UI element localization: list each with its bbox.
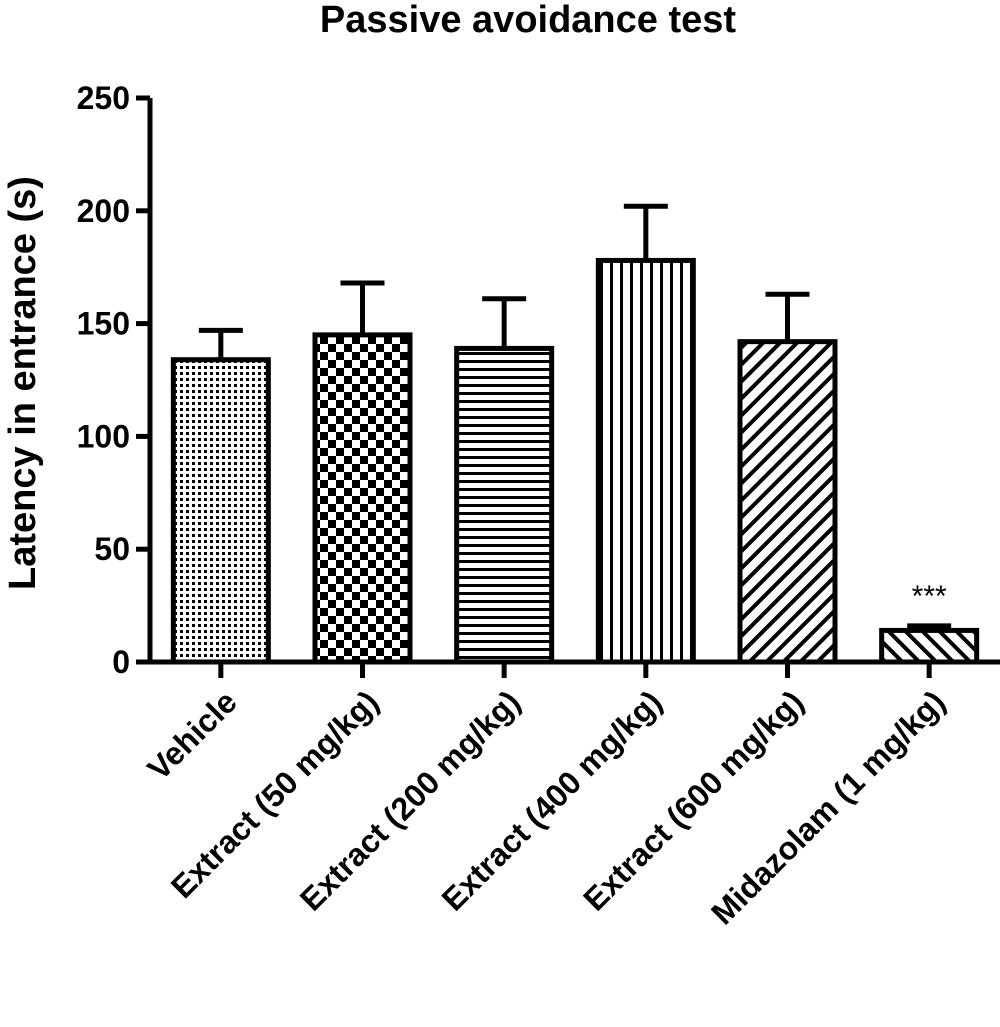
bar	[454, 345, 555, 665]
x-tick-label: Vehicle	[140, 683, 243, 786]
y-axis: 0 50 100 150 200 250	[77, 80, 153, 680]
significance-annotation: ***	[912, 580, 947, 613]
bar	[879, 627, 980, 665]
y-tick-label: 200	[77, 193, 130, 229]
y-tick-label: 250	[77, 80, 130, 116]
y-tick-label: 150	[77, 306, 130, 342]
y-axis-label: Latency in entrance (s)	[2, 176, 44, 590]
x-axis	[148, 659, 1000, 678]
y-tick-label: 0	[112, 644, 130, 680]
chart-title: Passive avoidance test	[320, 0, 736, 41]
y-tick-label: 50	[94, 531, 130, 567]
annotations-group: ***	[912, 580, 947, 613]
error-bars-group	[198, 203, 952, 631]
bar	[170, 357, 271, 665]
bars-group	[170, 257, 980, 665]
y-tick-label: 100	[77, 418, 130, 454]
bar	[595, 257, 696, 665]
x-tick-label: Midazolam (1 mg/kg)	[704, 683, 952, 931]
bar	[312, 332, 413, 665]
bar	[737, 339, 838, 665]
